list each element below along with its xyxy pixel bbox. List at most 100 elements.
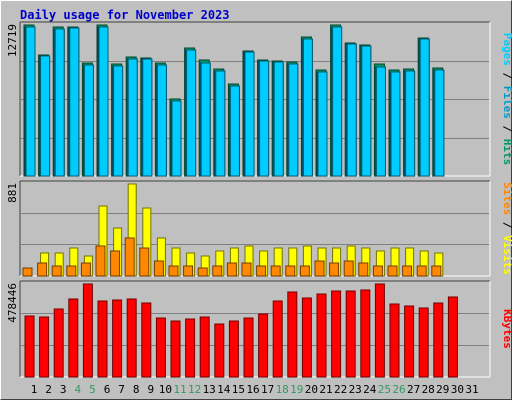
x-tick-label-19: 19 [290,383,303,396]
bar-pages-day-27 [405,70,416,177]
bar-sites-day-4 [66,265,77,277]
bar-pages-day-4 [69,27,80,177]
bar-kbytes-day-13 [199,316,210,378]
x-tick-label-12: 12 [188,383,201,396]
bar-pages-day-18 [273,61,284,177]
legend-part: Hits [501,139,512,166]
x-tick-label-16: 16 [246,383,259,396]
bar-pages-day-11 [171,100,182,177]
bar-pages-day-26 [390,71,401,177]
bar-pages-day-28 [419,38,430,177]
legend-part: / [501,119,512,139]
bar-sites-day-13 [197,267,208,277]
bar-pages-day-6 [98,26,109,177]
x-tick-label-21: 21 [319,383,332,396]
bar-kbytes-day-22 [331,290,342,378]
x-tick-label-8: 8 [133,383,140,396]
bar-kbytes-day-24 [360,289,371,378]
bar-pages-day-23 [346,43,357,177]
x-tick-label-2: 2 [45,383,52,396]
bar-sites-day-23 [343,260,354,277]
bar-sites-day-28 [416,265,427,277]
y-max-label: 478446 [6,283,19,323]
x-tick-label-3: 3 [60,383,67,396]
bar-kbytes-day-27 [404,305,415,378]
bar-pages-day-7 [113,65,124,177]
bar-pages-day-8 [127,58,138,177]
chart-title: Daily usage for November 2023 [20,8,230,22]
bar-sites-day-14 [212,265,223,277]
bar-pages-day-10 [156,64,167,177]
bar-sites-day-12 [183,265,194,277]
series-legend-label: KBytes [501,309,512,349]
x-tick-label-9: 9 [147,383,154,396]
chart-panel-2: 881 Sites / Visits [6,180,512,277]
x-tick-label-18: 18 [276,383,289,396]
x-tick-label-26: 26 [392,383,405,396]
bar-sites-day-22 [329,262,340,277]
bar-pages-day-24 [361,45,372,177]
bar-kbytes-day-3 [53,308,64,378]
bar-kbytes-day-16 [243,317,254,378]
x-tick-label-6: 6 [104,383,111,396]
x-tick-label-5: 5 [89,383,96,396]
x-tick-label-23: 23 [349,383,362,396]
x-tick-label-28: 28 [422,383,435,396]
bar-pages-day-9 [142,58,153,177]
x-tick-label-20: 20 [305,383,318,396]
bar-pages-day-2 [40,55,51,177]
bar-sites-day-9 [139,247,150,277]
bar-kbytes-day-26 [389,303,400,378]
bar-kbytes-day-10 [155,317,166,378]
x-tick-label-4: 4 [74,383,81,396]
y-max-label: 12719 [6,24,19,57]
bar-kbytes-day-6 [97,300,108,378]
bar-pages-day-5 [83,64,94,177]
bar-kbytes-day-15 [228,320,239,378]
bar-pages-day-3 [54,28,65,177]
bar-pages-day-15 [229,85,240,177]
bar-kbytes-day-21 [316,293,327,378]
x-tick-label-14: 14 [217,383,231,396]
bar-kbytes-day-7 [112,299,123,378]
bar-pages-day-12 [186,49,197,177]
bar-kbytes-day-9 [141,302,152,378]
x-tick-label-24: 24 [363,383,377,396]
bar-sites-day-11 [168,265,179,277]
bar-sites-day-21 [314,260,325,277]
bar-kbytes-day-1 [24,315,35,378]
bar-pages-day-14 [215,70,226,177]
bar-sites-day-10 [153,260,164,277]
bar-kbytes-day-2 [39,316,50,378]
legend-part: / [501,66,512,86]
bar-sites-day-15 [226,262,237,277]
bar-kbytes-day-4 [68,298,79,378]
legend-part: Visits [501,235,512,275]
bar-sites-day-5 [80,262,91,277]
bar-pages-day-29 [434,69,445,177]
y-max-label: 881 [6,183,19,203]
bar-pages-day-21 [317,71,328,177]
bar-sites-day-7 [110,250,121,277]
series-legend-label: Sites / Visits [501,182,512,275]
x-tick-label-10: 10 [159,383,172,396]
bar-kbytes-day-19 [287,291,298,378]
bar-kbytes-day-29 [433,302,444,378]
bar-sites-day-19 [285,265,296,277]
bar-kbytes-day-17 [258,313,269,378]
bar-kbytes-day-11 [170,320,181,378]
bar-sites-day-6 [95,245,106,277]
bar-sites-day-3 [51,265,62,277]
x-tick-label-29: 29 [436,383,449,396]
bar-kbytes-day-28 [418,307,429,378]
x-tick-label-15: 15 [232,383,245,396]
bar-pages-day-17 [259,60,270,177]
bar-pages-day-1 [25,26,36,177]
bar-sites-day-24 [358,262,369,277]
x-tick-label-13: 13 [203,383,216,396]
bar-sites-day-16 [241,262,252,277]
bar-sites-day-18 [270,265,281,277]
chart-panel-3: 478446 KBytes [6,280,512,378]
x-tick-label-1: 1 [31,383,38,396]
bar-sites-day-8 [124,237,135,277]
